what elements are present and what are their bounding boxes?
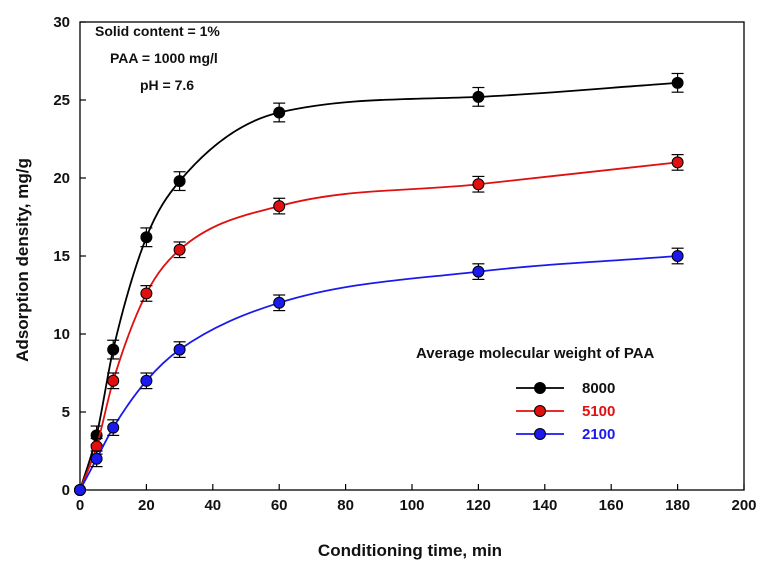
data-point xyxy=(107,343,120,356)
y-tick-label: 20 xyxy=(53,170,70,187)
x-axis-title: Conditioning time, min xyxy=(318,541,502,560)
x-tick-label: 200 xyxy=(731,497,756,514)
data-point xyxy=(671,156,684,169)
data-point xyxy=(140,374,153,387)
annotation-solid-content: Solid content = 1% xyxy=(95,23,220,39)
axis-ticks: 0 20 40 60 80 100 120 140 160 180 200 0 5 10 15 20 25 30 xyxy=(53,14,756,514)
x-tick-label: 20 xyxy=(138,497,155,514)
x-tick-label: 60 xyxy=(271,497,288,514)
data-point xyxy=(273,106,286,119)
y-axis-title: Adsorption density, mg/g xyxy=(13,158,32,362)
legend-item-5100: 5100 xyxy=(516,403,615,420)
legend-marker xyxy=(534,405,546,417)
x-tick-label: 100 xyxy=(399,497,424,514)
y-tick-label: 30 xyxy=(53,14,70,31)
data-point xyxy=(472,178,485,191)
data-point xyxy=(173,243,186,256)
data-point xyxy=(273,296,286,309)
y-tick-label: 25 xyxy=(53,92,70,109)
data-point xyxy=(107,421,120,434)
data-point xyxy=(140,231,153,244)
legend-label-5100: 5100 xyxy=(582,403,615,420)
y-tick-label: 10 xyxy=(53,326,70,343)
series-line-2100 xyxy=(79,255,678,491)
series-5100 xyxy=(74,154,684,496)
legend: Average molecular weight of PAA 8000 5100… xyxy=(416,345,655,443)
x-tick-label: 140 xyxy=(532,497,557,514)
legend-label-2100: 2100 xyxy=(582,426,615,443)
data-point xyxy=(472,90,485,103)
annotation-ph: pH = 7.6 xyxy=(140,77,194,93)
y-tick-label: 15 xyxy=(53,248,70,265)
x-tick-label: 0 xyxy=(76,497,84,514)
legend-item-2100: 2100 xyxy=(516,426,615,443)
series-2100 xyxy=(74,247,684,496)
series-layer xyxy=(74,72,684,496)
series-line-5100 xyxy=(79,161,678,491)
data-point xyxy=(74,484,86,496)
x-tick-label: 160 xyxy=(599,497,624,514)
x-tick-label: 180 xyxy=(665,497,690,514)
y-tick-label: 5 xyxy=(62,404,70,421)
x-tick-label: 40 xyxy=(204,497,221,514)
legend-title: Average molecular weight of PAA xyxy=(416,345,655,362)
x-tick-label: 120 xyxy=(466,497,491,514)
y-tick-label: 0 xyxy=(62,482,70,499)
x-tick-label: 80 xyxy=(337,497,354,514)
data-point xyxy=(173,175,186,188)
legend-marker xyxy=(534,382,546,394)
legend-label-8000: 8000 xyxy=(582,380,615,397)
data-point xyxy=(671,250,684,262)
data-point xyxy=(90,452,103,465)
data-point xyxy=(140,287,153,300)
legend-item-8000: 8000 xyxy=(516,380,615,397)
annotation-paa-dose: PAA = 1000 mg/l xyxy=(110,50,218,66)
data-point xyxy=(173,343,186,356)
data-point xyxy=(107,374,120,387)
data-point xyxy=(273,200,286,213)
data-point xyxy=(671,76,684,89)
legend-marker xyxy=(534,428,546,440)
data-point xyxy=(472,265,485,278)
legend-items: 8000 5100 2100 xyxy=(516,380,615,443)
